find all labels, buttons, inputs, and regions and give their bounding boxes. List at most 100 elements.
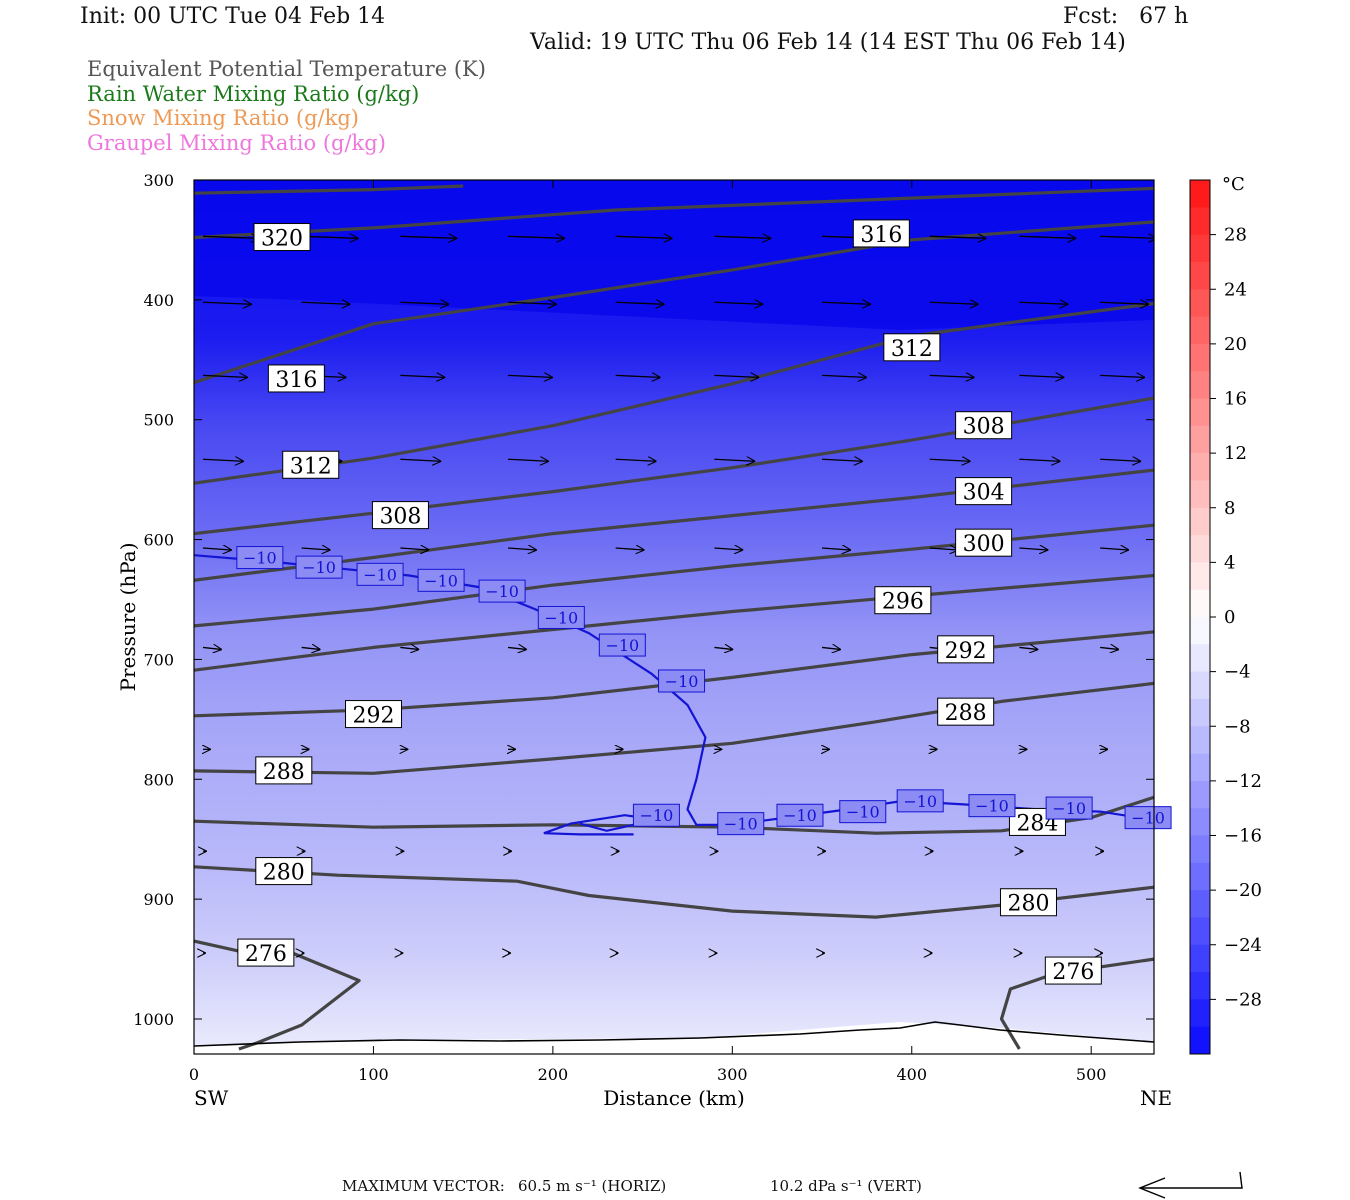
wind-vector bbox=[400, 459, 440, 461]
wind-vector bbox=[400, 375, 444, 377]
colorbar-band bbox=[1190, 753, 1210, 782]
wind-vector bbox=[1100, 647, 1118, 649]
colorbar-band bbox=[1190, 425, 1210, 454]
theta-e-label-276: 276 bbox=[1044, 956, 1102, 985]
x-tick-label: 100 bbox=[358, 1065, 389, 1084]
svg-text:304: 304 bbox=[963, 481, 1005, 506]
svg-text:−10: −10 bbox=[302, 558, 336, 577]
wind-vector bbox=[821, 548, 850, 550]
legend-graupel: Graupel Mixing Ratio (g/kg) bbox=[87, 131, 386, 155]
wind-vector bbox=[1019, 236, 1075, 238]
theta-e-label-292: 292 bbox=[345, 700, 403, 729]
colorbar-tick-label: −24 bbox=[1224, 935, 1262, 956]
valid-time: Valid: 19 UTC Thu 06 Feb 14 (14 EST Thu … bbox=[530, 30, 1126, 55]
minus10-label: −10 bbox=[896, 789, 944, 813]
wind-vector bbox=[400, 647, 418, 649]
wind-vector bbox=[1100, 302, 1148, 304]
minus10-label: −10 bbox=[236, 546, 284, 570]
ne-direction-label: NE bbox=[1140, 1086, 1172, 1110]
wind-vector bbox=[615, 548, 644, 550]
svg-text:288: 288 bbox=[945, 701, 987, 726]
colorbar-tick-label: 12 bbox=[1224, 443, 1247, 464]
wind-vector bbox=[822, 302, 870, 304]
colorbar-band bbox=[1190, 917, 1210, 946]
svg-text:316: 316 bbox=[860, 223, 902, 248]
colorbar-tick-label: −8 bbox=[1224, 716, 1251, 737]
colorbar-band bbox=[1190, 180, 1210, 208]
svg-text:308: 308 bbox=[379, 505, 421, 530]
colorbar-tick-label: −28 bbox=[1224, 989, 1262, 1010]
wind-vector bbox=[1019, 647, 1037, 649]
colorbar-band bbox=[1190, 289, 1210, 318]
colorbar-tick-label: 20 bbox=[1224, 334, 1247, 355]
svg-text:312: 312 bbox=[891, 337, 933, 362]
svg-text:−10: −10 bbox=[243, 549, 277, 568]
minus10-label: −10 bbox=[717, 812, 765, 836]
theta-e-label-288: 288 bbox=[255, 756, 313, 785]
y-axis-label: Pressure (hPa) bbox=[116, 543, 140, 692]
colorbar-band bbox=[1190, 261, 1210, 290]
minus10-label: −10 bbox=[295, 555, 343, 579]
wind-vector bbox=[301, 548, 330, 550]
wind-vector bbox=[1100, 459, 1140, 461]
wind-vector bbox=[615, 302, 664, 304]
colorbar-band bbox=[1190, 207, 1210, 236]
theta-e-contour-324 bbox=[194, 184, 464, 195]
theta-e-label-276: 276 bbox=[237, 938, 295, 967]
theta-e-label-320: 320 bbox=[253, 223, 311, 252]
max-vector-label: MAXIMUM VECTOR: bbox=[342, 1177, 505, 1195]
wind-vector bbox=[1100, 548, 1128, 550]
wind-vector bbox=[1019, 375, 1063, 377]
minus10-label: −10 bbox=[1124, 806, 1172, 830]
axes: 0 100 200 300 400 500 300 400 500 600 700 800 900 100… bbox=[133, 171, 1154, 1084]
colorbar-band bbox=[1190, 480, 1210, 509]
x-tick-label: 400 bbox=[896, 1065, 927, 1084]
svg-text:−10: −10 bbox=[665, 672, 699, 691]
theta-e-label-312: 312 bbox=[883, 333, 941, 362]
svg-text:−10: −10 bbox=[846, 803, 880, 822]
svg-text:−10: −10 bbox=[903, 792, 937, 811]
theta-e-label-308: 308 bbox=[371, 501, 429, 530]
colorbar-band bbox=[1190, 535, 1210, 563]
terrain-line bbox=[193, 1021, 1155, 1047]
colorbar-band bbox=[1190, 507, 1210, 536]
colorbar-band bbox=[1190, 999, 1210, 1028]
wind-vector bbox=[202, 236, 259, 238]
cold-core-shade bbox=[194, 180, 1154, 330]
colorbar-band bbox=[1190, 890, 1210, 918]
colorbar-band bbox=[1190, 862, 1210, 891]
wind-vector bbox=[929, 375, 974, 377]
wind-vector bbox=[714, 647, 732, 649]
minus10-label: −10 bbox=[968, 794, 1016, 818]
wind-vector bbox=[821, 647, 840, 649]
theta-e-contour-288 bbox=[194, 681, 1154, 775]
theta-e-contour-308 bbox=[194, 396, 1154, 536]
colorbar-tick-label: −16 bbox=[1224, 826, 1262, 847]
y-tick-label: 900 bbox=[143, 890, 174, 909]
svg-text:320: 320 bbox=[261, 227, 303, 252]
wind-vector bbox=[714, 302, 762, 304]
legend-rain-water: Rain Water Mixing Ratio (g/kg) bbox=[87, 82, 420, 106]
wind-vectors bbox=[202, 236, 1154, 953]
reference-vector bbox=[1138, 1171, 1243, 1199]
wind-vector bbox=[1019, 548, 1047, 550]
svg-text:300: 300 bbox=[963, 532, 1005, 557]
y-tick-label: 400 bbox=[143, 291, 174, 310]
minus10-label: −10 bbox=[478, 579, 526, 603]
colorbar-tick-label: 4 bbox=[1224, 552, 1235, 573]
wind-vector bbox=[301, 302, 350, 304]
colorbar-tick-label: 8 bbox=[1224, 498, 1235, 519]
init-time: Init: 00 UTC Tue 04 Feb 14 bbox=[80, 4, 386, 29]
theta-e-label-312: 312 bbox=[282, 450, 340, 479]
wind-vector bbox=[714, 375, 758, 377]
theta-e-label-300: 300 bbox=[955, 528, 1013, 557]
theta-e-label-296: 296 bbox=[874, 586, 932, 615]
forecast-hour: Fcst: 67 h bbox=[1063, 4, 1189, 29]
colorbar-band bbox=[1190, 835, 1210, 864]
svg-text:308: 308 bbox=[963, 415, 1005, 440]
svg-text:−10: −10 bbox=[605, 636, 639, 655]
svg-text:276: 276 bbox=[245, 942, 287, 967]
legend-snow: Snow Mixing Ratio (g/kg) bbox=[87, 106, 359, 130]
colorbar-band bbox=[1190, 944, 1210, 973]
colorbar-tick-label: 0 bbox=[1224, 607, 1235, 628]
